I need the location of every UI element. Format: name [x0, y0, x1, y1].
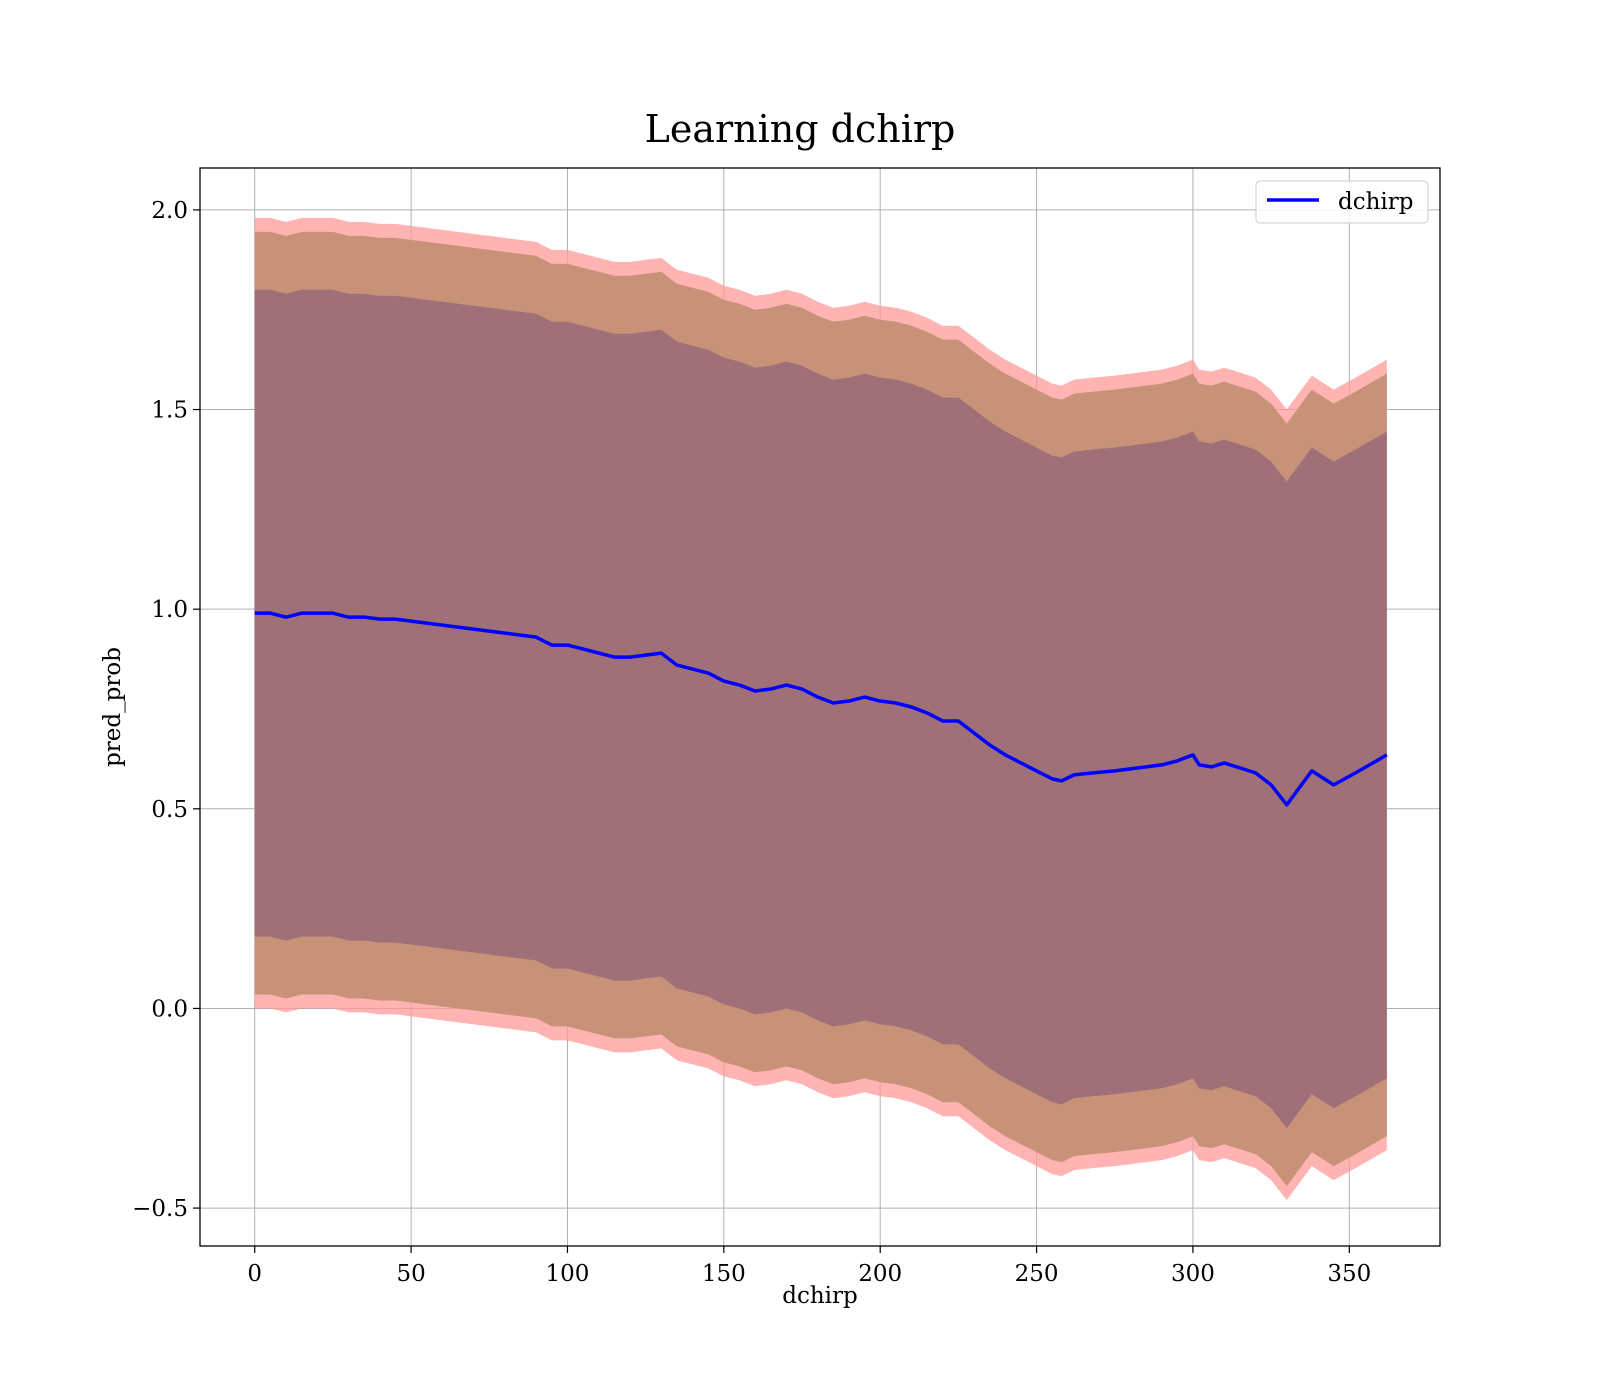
y-tick-label: 2.0 [151, 198, 188, 224]
x-tick-label: 300 [1171, 1261, 1215, 1287]
confidence-bands [254, 217, 1387, 1201]
y-tick-label: −0.5 [132, 1196, 188, 1222]
y-axis-ticks: −0.5 0.0 0.5 1.0 1.5 2.0 [132, 198, 200, 1222]
y-tick-label: 0.0 [151, 996, 188, 1022]
y-axis-label: pred_prob [100, 647, 126, 767]
y-tick-label: 0.5 [151, 797, 188, 823]
series-lines [254, 611, 1388, 807]
x-tick-label: 350 [1327, 1261, 1371, 1287]
plot-area-frame [199, 167, 1441, 1247]
y-tick-label: 1.5 [151, 398, 188, 424]
legend-box [1255, 180, 1429, 224]
x-axis-label: dchirp [782, 1283, 858, 1309]
x-axis-ticks: 0 50 100 150 200 250 300 350 [247, 1246, 1371, 1287]
x-tick-label: 50 [396, 1261, 425, 1287]
legend: dchirp [1255, 180, 1429, 224]
x-tick-label: 150 [702, 1261, 746, 1287]
series-line-dchirp [254, 611, 1388, 807]
x-tick-label: 200 [858, 1261, 902, 1287]
y-tick-label: 1.0 [151, 597, 188, 623]
band-inner [254, 289, 1387, 1129]
x-tick-label: 250 [1015, 1261, 1059, 1287]
legend-entry-dchirp: dchirp [1338, 189, 1414, 215]
x-tick-label: 100 [546, 1261, 590, 1287]
x-tick-label: 0 [247, 1261, 262, 1287]
chart-title: Learning dchirp [645, 107, 956, 151]
